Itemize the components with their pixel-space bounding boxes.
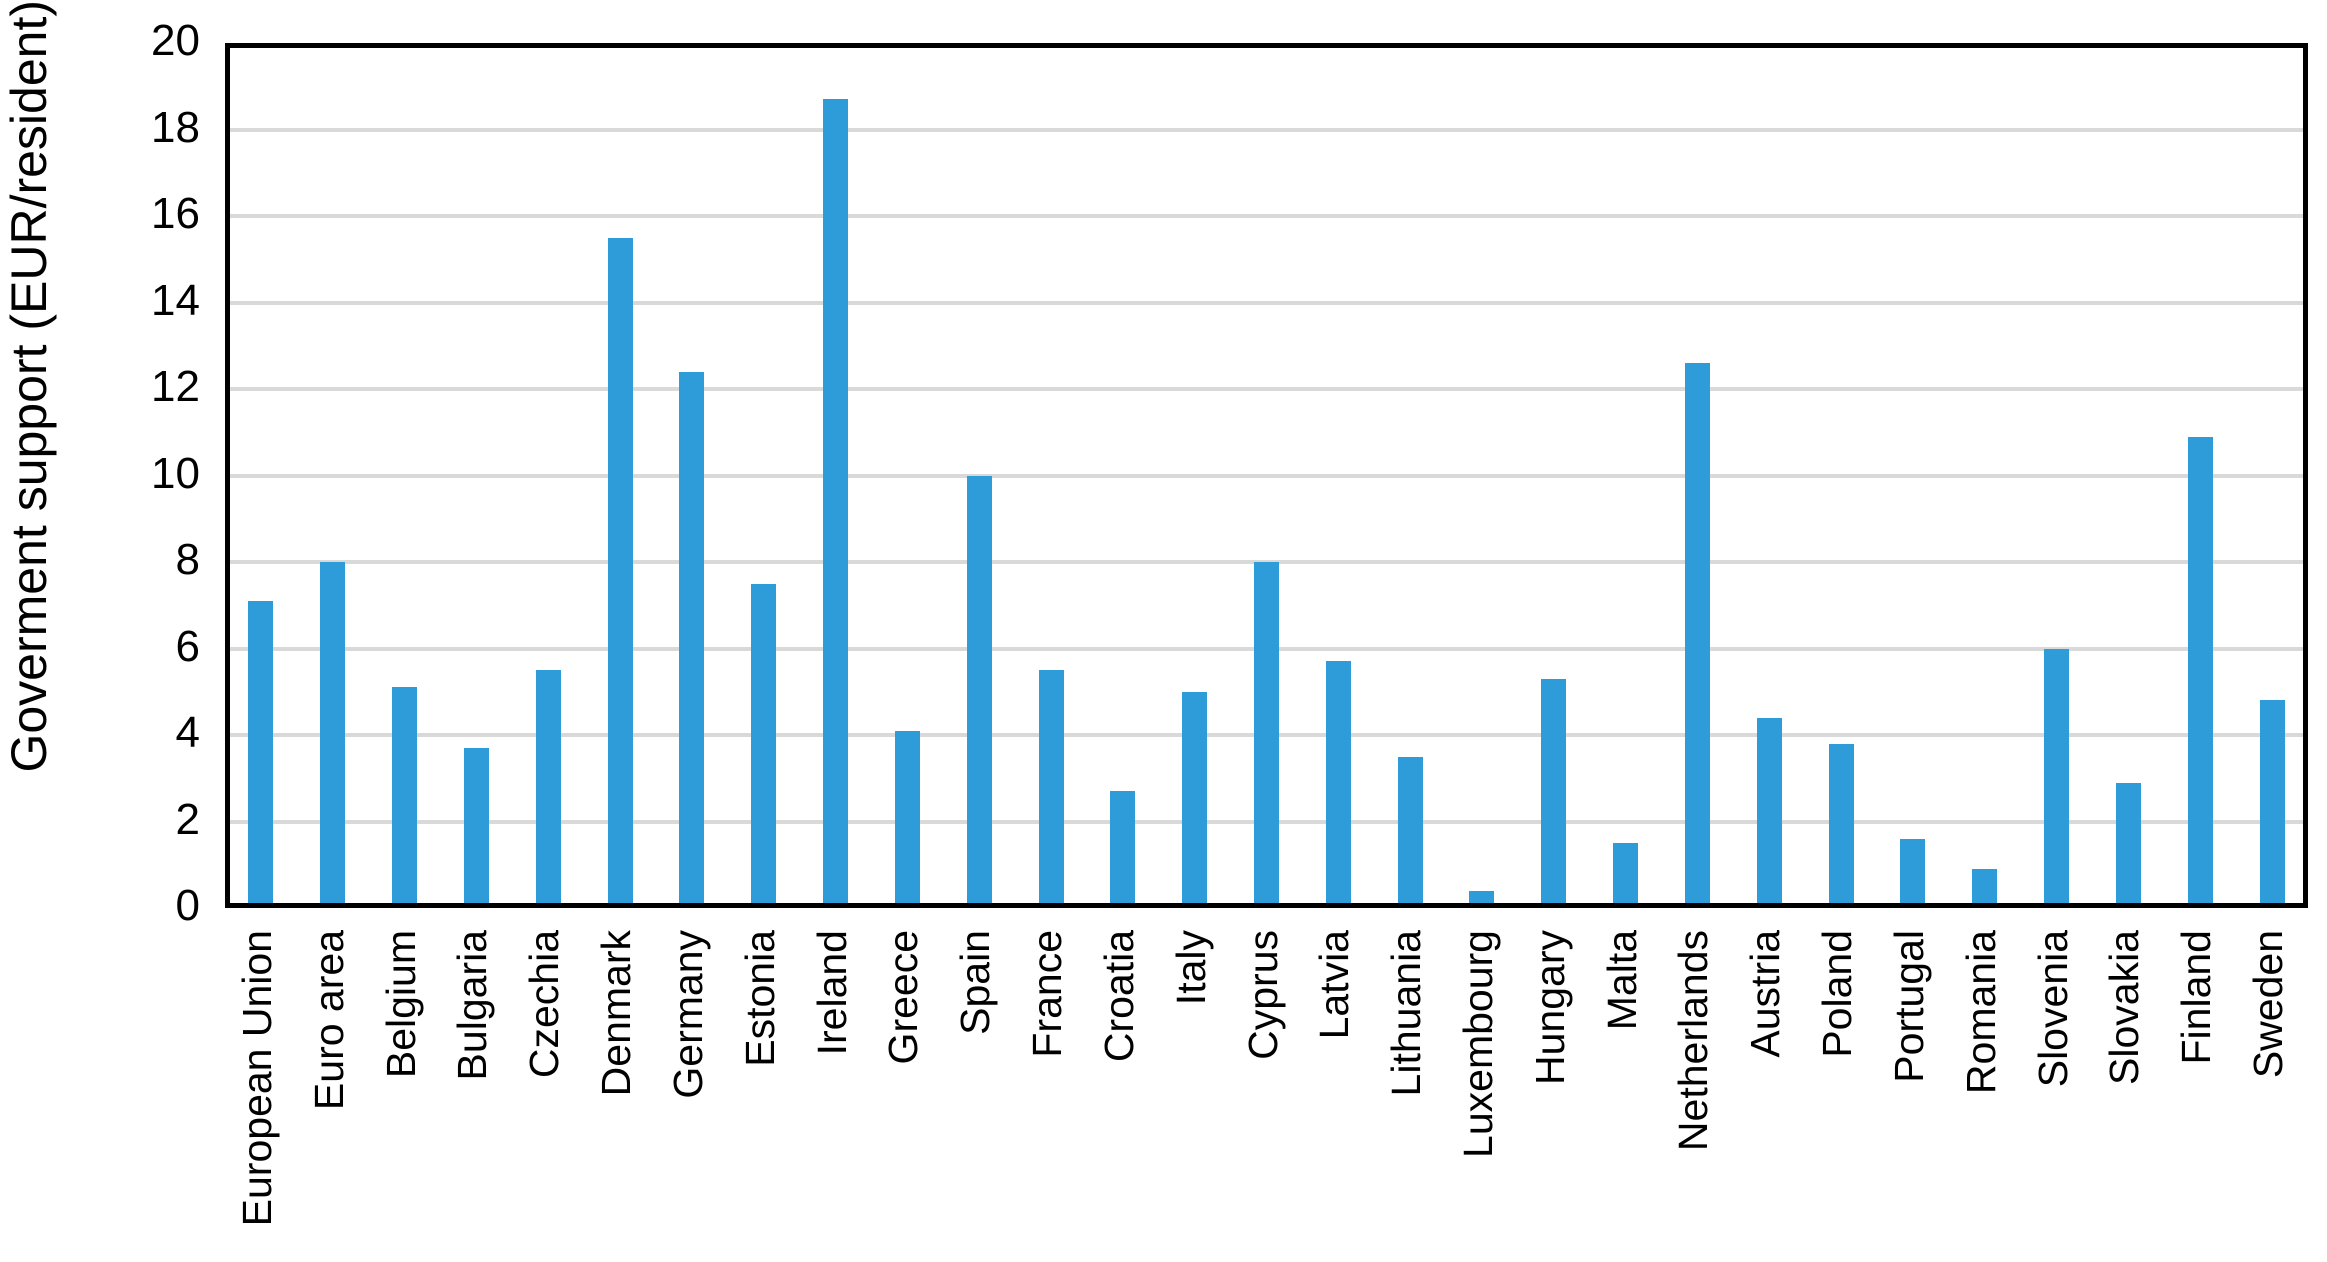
- y-axis-tick-label: 4: [175, 708, 200, 758]
- x-axis-label: Slovenia: [2029, 930, 2076, 1088]
- bar-lithuania: [1397, 756, 1423, 903]
- bar-croatia: [1110, 791, 1136, 903]
- x-axis-label: Slovakia: [2101, 930, 2148, 1085]
- x-axis-label: Ireland: [808, 930, 855, 1056]
- bar-czechia: [535, 670, 561, 903]
- x-axis-label: Portugal: [1885, 930, 1932, 1083]
- gridline: [230, 214, 2303, 218]
- bar-belgium: [392, 687, 418, 903]
- bar-romania: [1972, 869, 1998, 903]
- y-axis-tick-label: 6: [175, 621, 200, 671]
- gridline: [230, 473, 2303, 478]
- x-axis-label: Cyprus: [1239, 930, 1286, 1060]
- gridline: [230, 300, 2303, 305]
- bar-estonia: [751, 583, 777, 903]
- bar-portugal: [1900, 838, 1926, 903]
- bar-netherlands: [1684, 363, 1710, 903]
- x-axis-label: Luxembourg: [1454, 930, 1501, 1158]
- y-axis-tick-label: 8: [175, 535, 200, 585]
- bar-cyprus: [1254, 562, 1279, 903]
- x-axis-label: France: [1024, 930, 1071, 1058]
- bar-malta: [1613, 843, 1639, 903]
- bar-austria: [1756, 717, 1782, 903]
- bar-france: [1038, 670, 1064, 903]
- bar-sweden: [2259, 700, 2285, 903]
- bar-european-union: [248, 600, 274, 903]
- x-axis-label: European Union: [233, 930, 280, 1227]
- x-axis-label: Belgium: [377, 930, 424, 1079]
- x-axis-label: Germany: [664, 930, 711, 1099]
- x-axis-label: Denmark: [593, 930, 640, 1097]
- x-axis-label: Finland: [2173, 930, 2220, 1065]
- gridline: [230, 127, 2303, 132]
- x-axis-label: Bulgaria: [449, 930, 496, 1081]
- bar-germany: [679, 371, 705, 903]
- x-axis-label: Latvia: [1311, 930, 1358, 1040]
- x-axis-label: Euro area: [305, 930, 352, 1111]
- x-axis-label: Hungary: [1526, 930, 1573, 1085]
- bar-slovenia: [2044, 648, 2070, 903]
- bar-euro-area: [320, 562, 346, 903]
- x-axis-label: Poland: [1814, 930, 1861, 1058]
- bar-ireland: [823, 99, 849, 903]
- gridline: [230, 387, 2303, 391]
- bar-greece: [894, 730, 920, 903]
- x-axis-label: Italy: [1167, 930, 1214, 1006]
- y-axis-tick-label: 16: [151, 189, 200, 239]
- bar-spain: [966, 475, 992, 903]
- bar-italy: [1182, 691, 1208, 903]
- x-axis-label: Croatia: [1095, 930, 1142, 1063]
- bar-hungary: [1541, 678, 1567, 903]
- bar-poland: [1828, 743, 1854, 903]
- y-axis-tick-label: 14: [151, 275, 200, 325]
- x-axis-label: Netherlands: [1670, 930, 1717, 1152]
- x-axis-label: Romania: [1957, 930, 2004, 1095]
- bar-luxembourg: [1469, 890, 1495, 903]
- x-axis-label: Estonia: [736, 930, 783, 1067]
- bar-latvia: [1325, 661, 1351, 903]
- x-axis-label: Malta: [1598, 930, 1645, 1031]
- bar-bulgaria: [463, 747, 489, 903]
- y-axis-tick-label: 0: [175, 881, 200, 931]
- bar-slovakia: [2115, 782, 2141, 903]
- x-axis-label: Lithuania: [1383, 930, 1430, 1097]
- x-axis-label: Sweden: [2245, 930, 2292, 1079]
- bar-denmark: [607, 237, 633, 903]
- bar-finland: [2187, 436, 2213, 903]
- y-axis-tick-label: 12: [151, 362, 200, 412]
- y-axis-title: Goverment support (EUR/resident): [1, 0, 57, 773]
- x-axis-label: Austria: [1742, 930, 1789, 1058]
- y-axis-tick-label: 18: [151, 102, 200, 152]
- y-axis-tick-label: 2: [175, 794, 200, 844]
- y-axis-tick-label: 20: [151, 16, 200, 66]
- x-axis-label: Czechia: [521, 930, 568, 1079]
- x-axis-label: Greece: [880, 930, 927, 1065]
- y-axis-tick-label: 10: [151, 448, 200, 498]
- x-axis-label: Spain: [952, 930, 999, 1035]
